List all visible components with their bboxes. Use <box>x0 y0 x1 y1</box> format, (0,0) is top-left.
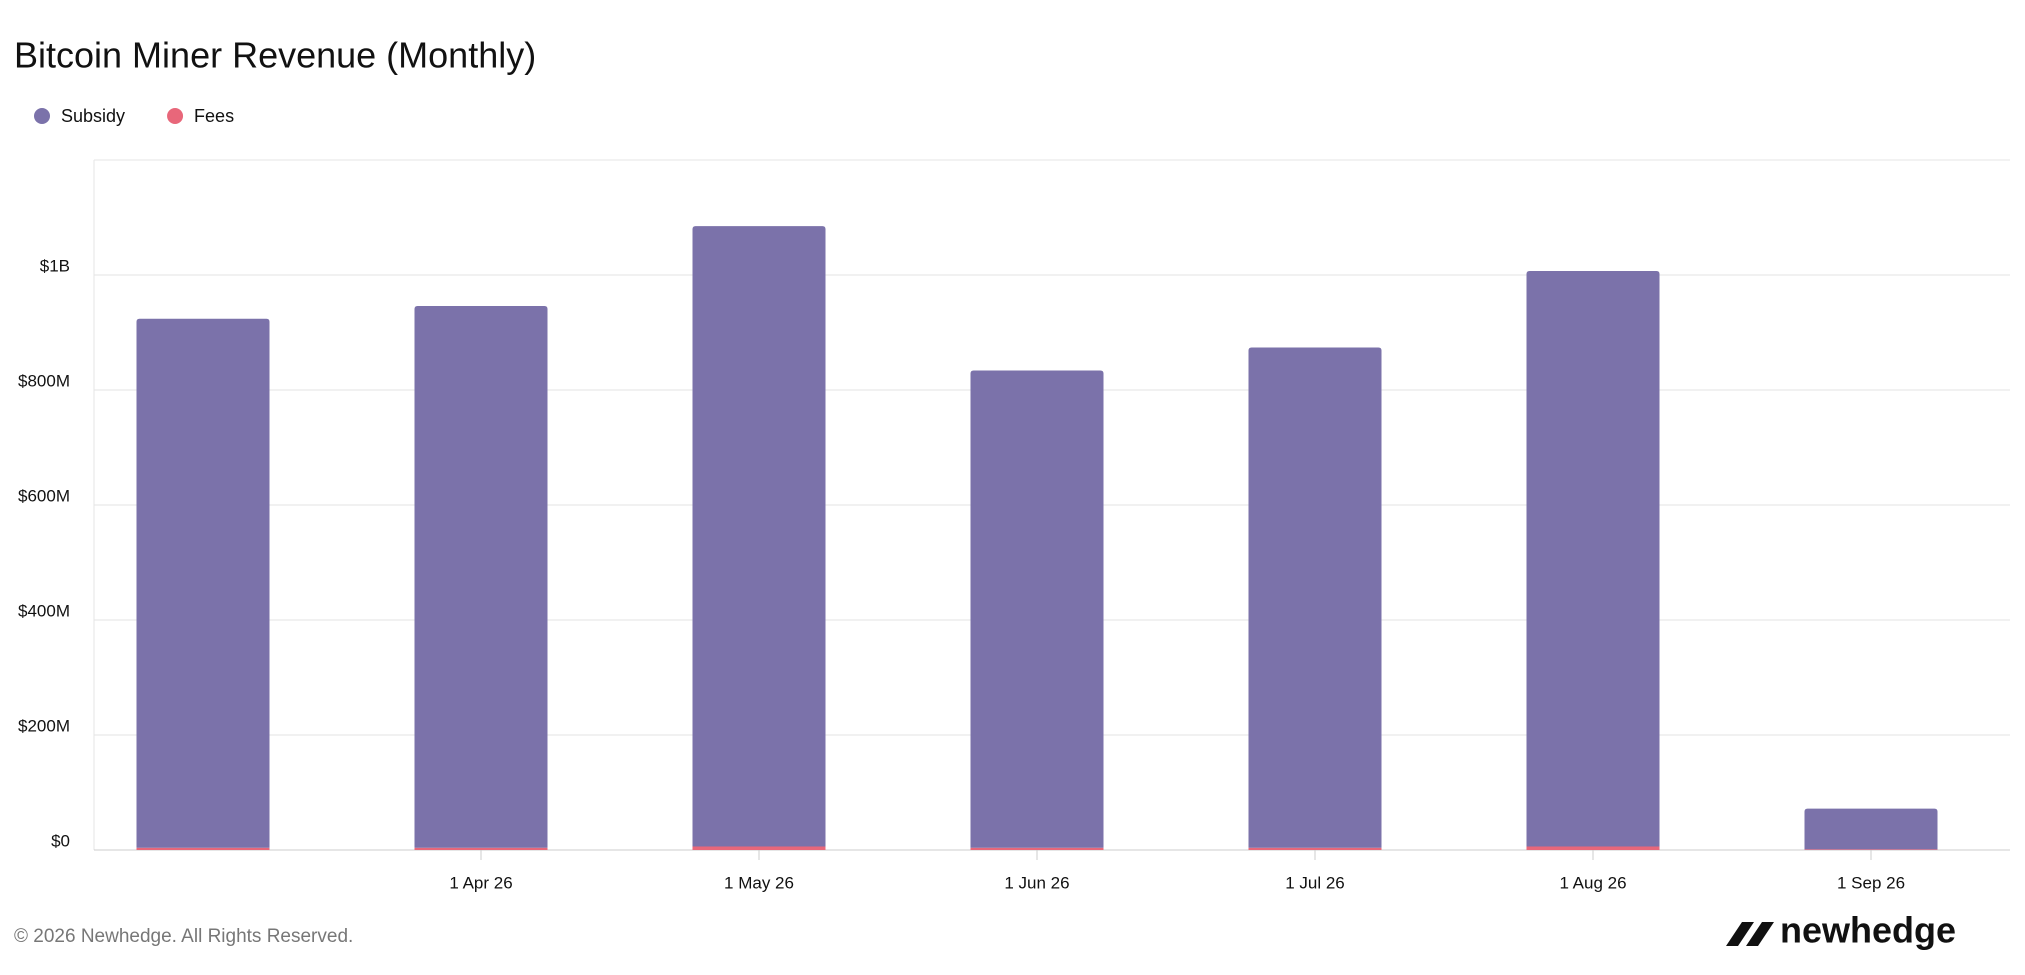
y-tick-label: $800M <box>18 371 70 390</box>
y-tick-label: $600M <box>18 486 70 505</box>
bar-segment <box>1248 847 1382 850</box>
legend-marker <box>167 108 184 124</box>
bar-segment <box>1248 347 1382 848</box>
y-tick-label: $400M <box>18 601 70 620</box>
brand-logo: newhedge <box>1726 910 1956 951</box>
legend-label: Fees <box>194 106 234 126</box>
bar-segment <box>692 846 826 850</box>
bar-segment <box>970 847 1104 850</box>
bar-segment <box>970 370 1104 848</box>
x-tick-label: 1 May 26 <box>724 873 794 892</box>
y-tick-label: $200M <box>18 716 70 735</box>
bar-segment <box>1804 808 1938 850</box>
x-tick-label: 1 Jun 26 <box>1004 873 1069 892</box>
bar-segment <box>414 306 548 848</box>
bar-segment <box>414 847 548 850</box>
footer: © 2026 Newhedge. All Rights Reserved. <box>14 926 353 947</box>
bar-segment <box>136 847 270 850</box>
bar-segment <box>692 226 826 847</box>
bar-segment <box>136 318 270 848</box>
x-tick-label: 1 Jul 26 <box>1285 873 1345 892</box>
brand-name: newhedge <box>1780 910 1956 951</box>
chart-title: Bitcoin Miner Revenue (Monthly) <box>14 35 536 76</box>
x-tick-label: 1 Sep 26 <box>1837 873 1905 892</box>
x-tick-label: 1 Aug 26 <box>1559 873 1626 892</box>
y-tick-label: $0 <box>51 831 70 850</box>
bar-segment <box>1526 846 1660 850</box>
bar-segment <box>1804 849 1938 850</box>
legend-label: Subsidy <box>61 106 125 126</box>
x-tick-label: 1 Apr 26 <box>449 873 512 892</box>
brand-icon <box>1726 922 1774 946</box>
y-tick-label: $1B <box>40 256 70 275</box>
bar-segment <box>1526 270 1660 847</box>
legend-marker <box>34 108 50 124</box>
